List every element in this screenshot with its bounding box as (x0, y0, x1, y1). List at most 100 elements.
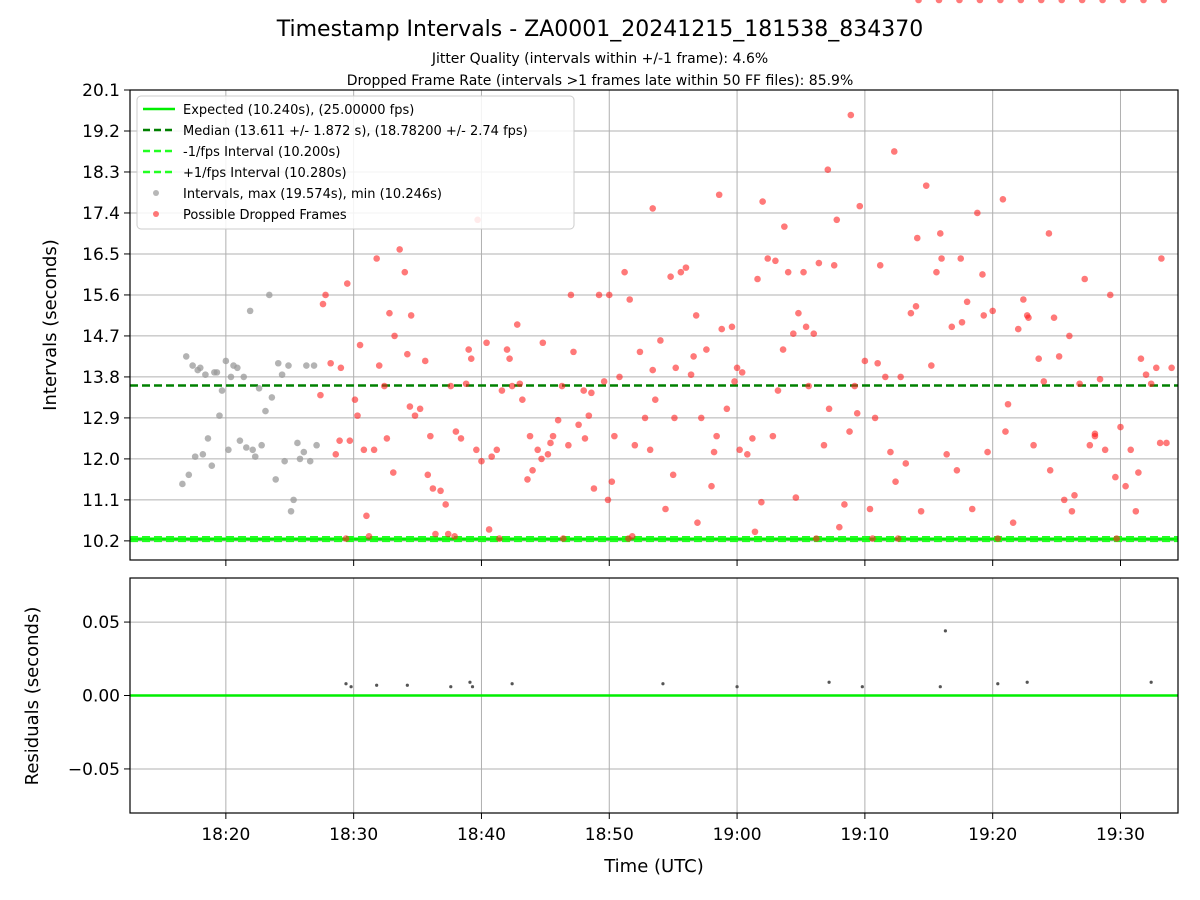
intervals-y-tick-label: 19.2 (82, 122, 120, 142)
interval-point (313, 441, 320, 449)
dropped-frame-point (421, 357, 429, 365)
dropped-frame-point (890, 148, 898, 155)
dropped-frame-point (976, 0, 984, 4)
intervals-axes-frame (129, 89, 1179, 561)
x-axis-label: Time (UTC) (603, 856, 704, 877)
residual-point (349, 685, 353, 689)
dropped-frame-point (708, 482, 715, 490)
interval-point (189, 362, 196, 369)
intervals-points (179, 0, 1175, 542)
dropped-frame-point (559, 535, 567, 542)
dropped-frame-point (813, 535, 820, 542)
intervals-y-tick-label: 12.0 (82, 450, 120, 470)
legend-box (136, 95, 575, 230)
legend: Expected (10.240s), (25.00000 fps) Media… (136, 95, 575, 230)
dropped-frame-point (963, 298, 971, 306)
chart-subtitle-jitter: Jitter Quality (intervals within +/-1 fr… (431, 51, 768, 67)
intervals-y-tick-label: 20.1 (82, 81, 120, 101)
interval-point (234, 364, 241, 372)
intervals-y-tick-label: 16.5 (82, 245, 120, 265)
dropped-frame-point (462, 380, 470, 388)
dropped-frame-point (999, 196, 1007, 203)
dropped-frame-point (429, 485, 437, 492)
dropped-frame-point (912, 303, 920, 310)
dropped-frame-point (938, 255, 945, 262)
dropped-frame-point (984, 448, 991, 456)
intervals-panel: 10.2 11.1 12.0 12.9 13.8 14.7 15.6 16.5 17.4 18.3… (40, 0, 1179, 566)
dropped-frame-point (1078, 0, 1086, 4)
dropped-frame-point (628, 533, 636, 540)
interval-point (296, 455, 304, 463)
dropped-frame-point (754, 275, 761, 283)
dropped-frame-point (493, 446, 501, 454)
dropped-frame-point (1112, 473, 1119, 481)
interval-point (258, 441, 265, 449)
dropped-frame-point (1020, 296, 1027, 303)
interval-point (236, 437, 244, 444)
dropped-frame-point (1009, 519, 1017, 526)
dropped-frame-point (1058, 0, 1065, 4)
interval-point (290, 496, 297, 504)
interval-point (251, 453, 259, 460)
dropped-frame-point (1045, 230, 1053, 237)
interval-point (204, 435, 212, 442)
dropped-frame-point (997, 0, 1004, 4)
dropped-frame-point (608, 478, 616, 485)
dropped-frame-point (710, 448, 718, 456)
residuals-y-ticks: −0.05 0.00 0.05 (68, 613, 130, 780)
residual-point (860, 685, 864, 689)
dropped-frame-point (672, 364, 680, 372)
interval-point (285, 362, 292, 369)
dropped-frame-point (442, 501, 449, 508)
residuals-y-tick-label: 0.00 (82, 687, 120, 707)
dropped-frame-point (897, 373, 904, 381)
dropped-frame-point (1106, 291, 1114, 299)
dropped-frame-point (902, 460, 910, 467)
dropped-frame-point (375, 362, 383, 369)
dropped-frame-point (1014, 325, 1022, 333)
dropped-frame-point (631, 441, 639, 449)
interval-point (278, 371, 286, 378)
dropped-frame-point (360, 446, 368, 454)
dropped-frame-point (404, 350, 411, 358)
dropped-frame-point (483, 339, 490, 347)
dropped-frame-point (342, 535, 350, 542)
residual-point (468, 680, 472, 684)
dropped-frame-point (317, 391, 324, 399)
residual-point (405, 683, 409, 687)
dropped-frame-point (907, 309, 915, 317)
dropped-frame-point (784, 268, 792, 276)
dropped-frame-point (516, 380, 524, 388)
dropped-frame-point (1117, 423, 1124, 431)
dropped-frame-point (1076, 380, 1083, 388)
dropped-frame-point (1156, 439, 1164, 447)
dropped-frame-point (790, 330, 797, 337)
residual-point (661, 682, 665, 686)
dropped-frame-point (567, 291, 575, 299)
dropped-frame-point (1004, 400, 1012, 408)
dropped-frame-point (847, 111, 855, 119)
interval-point (222, 357, 230, 365)
dropped-frame-point (406, 403, 414, 410)
dropped-frame-point (853, 410, 861, 417)
dropped-frame-point (354, 412, 361, 419)
dropped-frame-point (391, 332, 398, 340)
residuals-panel: −0.050.000.05 18:20 18:30 18:40 18:50 19:00 1… (22, 577, 1179, 877)
dropped-frame-point (764, 255, 772, 262)
dropped-frame-point (473, 446, 480, 454)
legend-swatch-dropped (153, 211, 159, 217)
dropped-frame-point (917, 507, 925, 515)
dropped-frame-point (636, 348, 644, 356)
dropped-frame-point (669, 471, 677, 479)
dropped-frame-point (749, 435, 756, 442)
dropped-frame-point (774, 387, 782, 394)
dropped-frame-point (736, 446, 743, 454)
residuals-y-tick-label: −0.05 (68, 760, 120, 780)
dropped-frame-point (322, 291, 329, 299)
dropped-frame-point (319, 300, 327, 308)
interval-point (227, 373, 235, 381)
dropped-frame-point (772, 257, 779, 265)
dropped-frame-point (534, 446, 541, 454)
intervals-y-tick-label: 10.2 (82, 532, 120, 552)
dropped-frame-point (733, 364, 741, 372)
